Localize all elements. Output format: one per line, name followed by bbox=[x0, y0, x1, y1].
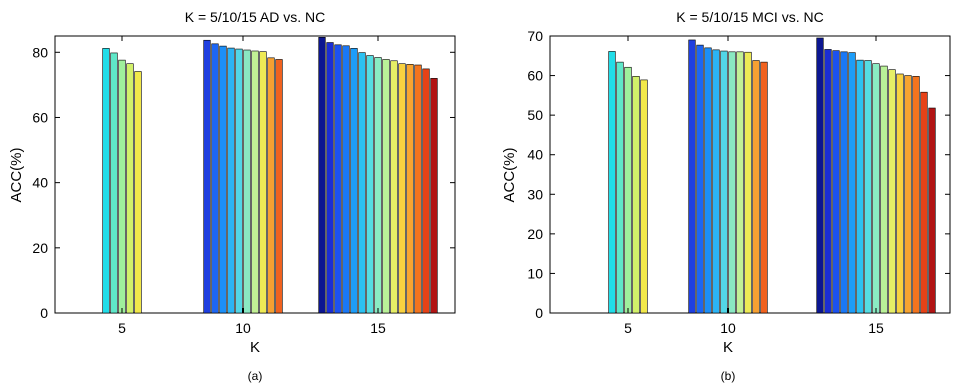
bar bbox=[872, 63, 880, 314]
y-tick-label: 20 bbox=[32, 240, 48, 256]
bar bbox=[259, 51, 267, 314]
bar bbox=[326, 42, 334, 314]
bar bbox=[267, 57, 275, 314]
bar bbox=[720, 50, 728, 314]
bar bbox=[616, 61, 624, 314]
y-tick-label: 40 bbox=[32, 175, 48, 191]
chart-panel-a: K = 5/10/15 AD vs. NC K ACC(%) (a) 0 20 40… bbox=[8, 9, 456, 383]
bar bbox=[430, 78, 438, 314]
bar bbox=[350, 48, 358, 314]
bar bbox=[688, 39, 696, 314]
bar bbox=[864, 60, 872, 314]
bar bbox=[406, 64, 414, 314]
y-tick-label: 70 bbox=[527, 28, 543, 44]
bar bbox=[318, 36, 326, 314]
bar bbox=[358, 52, 366, 314]
bar bbox=[275, 59, 283, 314]
bar bbox=[896, 73, 904, 314]
bar bbox=[102, 48, 110, 314]
x-axis-label: K bbox=[723, 339, 733, 356]
bar bbox=[904, 75, 912, 314]
y-axis-label: ACC(%) bbox=[501, 147, 518, 202]
panel-caption: (b) bbox=[721, 369, 736, 383]
y-ticks: 0 20 40 60 80 bbox=[32, 44, 455, 321]
bar bbox=[251, 50, 259, 314]
bar bbox=[832, 50, 840, 314]
bar bbox=[235, 48, 243, 314]
y-tick-label: 60 bbox=[32, 109, 48, 125]
bar bbox=[118, 59, 126, 314]
y-tick-label: 20 bbox=[527, 226, 543, 242]
bar bbox=[203, 39, 211, 314]
bar bbox=[608, 51, 616, 314]
panel-caption: (a) bbox=[248, 369, 263, 383]
bar bbox=[880, 65, 888, 314]
bar bbox=[134, 71, 142, 314]
bar bbox=[912, 76, 920, 314]
x-tick-label: 5 bbox=[624, 320, 632, 336]
x-axis-label: K bbox=[250, 339, 260, 356]
y-tick-label: 30 bbox=[527, 186, 543, 202]
bar bbox=[920, 91, 928, 314]
bar bbox=[126, 63, 134, 314]
bar bbox=[744, 51, 752, 314]
x-tick-label: 15 bbox=[868, 320, 884, 336]
chart-title: K = 5/10/15 MCI vs. NC bbox=[676, 9, 823, 25]
x-ticks: 5 10 15 bbox=[118, 36, 386, 336]
y-tick-label: 50 bbox=[527, 107, 543, 123]
bar bbox=[366, 55, 374, 314]
y-tick-label: 80 bbox=[32, 44, 48, 60]
bar bbox=[848, 52, 856, 314]
x-tick-label: 15 bbox=[370, 320, 386, 336]
bar bbox=[704, 47, 712, 314]
x-ticks: 5 10 15 bbox=[624, 36, 884, 336]
bar bbox=[342, 45, 350, 314]
bars-group bbox=[102, 36, 438, 314]
bar bbox=[414, 64, 422, 314]
bar bbox=[390, 60, 398, 314]
bar bbox=[334, 44, 342, 314]
bar bbox=[840, 51, 848, 314]
bar bbox=[382, 59, 390, 314]
y-tick-label: 40 bbox=[527, 147, 543, 163]
bar bbox=[243, 49, 251, 314]
y-tick-label: 0 bbox=[40, 305, 48, 321]
x-tick-label: 5 bbox=[118, 320, 126, 336]
bar bbox=[398, 63, 406, 314]
bar bbox=[728, 51, 736, 314]
bar bbox=[824, 49, 832, 314]
bar bbox=[760, 61, 768, 314]
chart-panel-b: K = 5/10/15 MCI vs. NC K ACC(%) (b) 0 10 2… bbox=[501, 9, 951, 383]
bar bbox=[928, 107, 936, 314]
bars-group bbox=[608, 37, 936, 314]
chart-title: K = 5/10/15 AD vs. NC bbox=[185, 9, 325, 25]
bar bbox=[696, 44, 704, 314]
bar bbox=[640, 79, 648, 314]
bar bbox=[712, 49, 720, 314]
bar bbox=[219, 45, 227, 314]
x-tick-label: 10 bbox=[235, 320, 251, 336]
bar bbox=[856, 59, 864, 314]
bar bbox=[816, 37, 824, 314]
bar bbox=[632, 76, 640, 314]
bar bbox=[227, 47, 235, 314]
bar bbox=[624, 66, 632, 314]
bar bbox=[374, 57, 382, 314]
bar bbox=[422, 68, 430, 314]
bar bbox=[888, 69, 896, 314]
x-tick-label: 10 bbox=[720, 320, 736, 336]
y-axis-label: ACC(%) bbox=[8, 147, 25, 202]
bar bbox=[110, 52, 118, 314]
y-tick-label: 0 bbox=[535, 305, 543, 321]
y-ticks: 0 10 20 30 40 50 60 70 bbox=[527, 28, 950, 321]
bar bbox=[211, 43, 219, 314]
y-tick-label: 10 bbox=[527, 265, 543, 281]
bar bbox=[752, 60, 760, 314]
y-tick-label: 60 bbox=[527, 68, 543, 84]
bar bbox=[736, 51, 744, 314]
